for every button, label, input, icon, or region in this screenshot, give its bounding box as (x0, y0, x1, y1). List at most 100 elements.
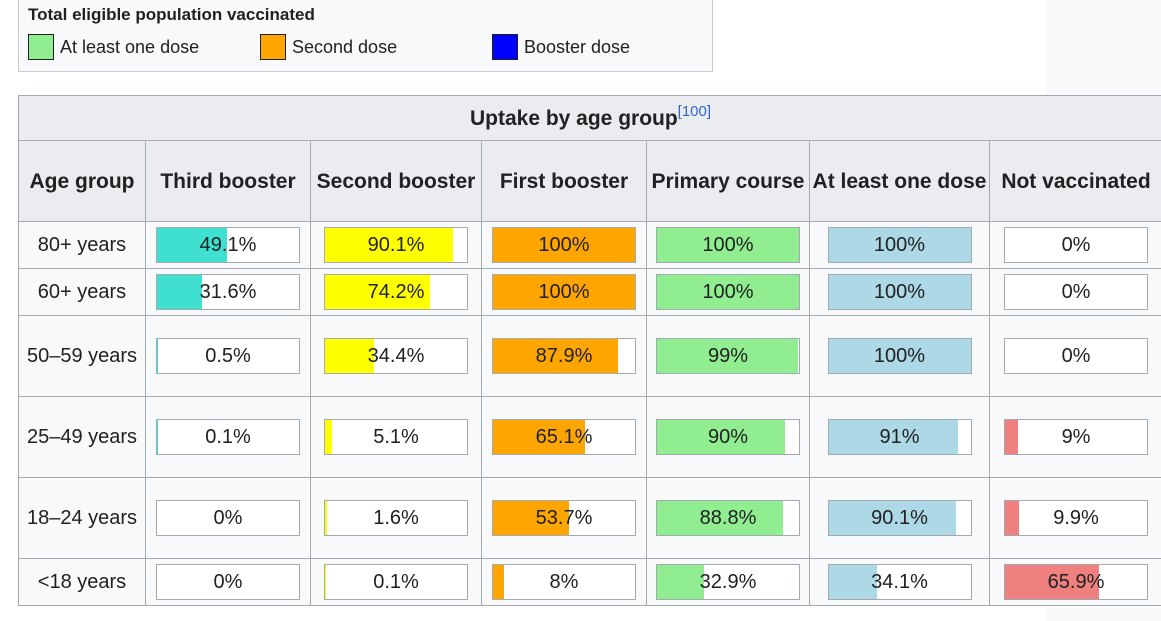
legend-label: Booster dose (524, 36, 631, 57)
percentage-cell: 90.1% (310, 221, 482, 269)
percentage-bar: 0.5% (156, 338, 300, 374)
percentage-cell: 0.1% (310, 558, 482, 606)
percentage-value: 32.9% (699, 571, 757, 593)
percentage-cell: 31.6% (145, 268, 311, 316)
percentage-bar: 0% (156, 564, 300, 600)
percentage-value: 88.8% (699, 507, 757, 529)
percentage-bar: 0% (156, 500, 300, 536)
percentage-value: 100% (702, 281, 754, 303)
percentage-value: 5.1% (373, 426, 419, 448)
bar-fill (157, 228, 227, 262)
percentage-value: 100% (538, 234, 590, 256)
percentage-cell: 32.9% (646, 558, 810, 606)
percentage-bar: 49.1% (156, 227, 300, 263)
percentage-bar: 90% (656, 419, 800, 455)
percentage-bar: 90.1% (324, 227, 468, 263)
percentage-cell: 34.1% (809, 558, 990, 606)
percentage-bar: 0% (1004, 227, 1149, 263)
bar-fill (657, 565, 704, 599)
column-header: Not vaccinated (988, 140, 1161, 222)
legend-swatch-blue (492, 34, 518, 60)
percentage-value: 74.2% (367, 281, 425, 303)
percentage-cell: 34.4% (310, 315, 482, 397)
percentage-value: 0% (1061, 234, 1091, 256)
percentage-bar: 87.9% (492, 338, 636, 374)
percentage-bar: 34.4% (324, 338, 468, 374)
percentage-value: 100% (873, 345, 926, 367)
percentage-bar: 31.6% (156, 274, 300, 310)
table-body: 80+ years 49.1% 90.1% 100% 100% 100% 0% 60+ yea… (18, 221, 1161, 606)
percentage-bar: 8% (492, 564, 636, 600)
percentage-cell: 0% (145, 477, 311, 559)
header-row: Age group Third booster Second booster Firs… (18, 140, 1161, 222)
percentage-bar: 0.1% (324, 564, 468, 600)
percentage-bar: 0.1% (156, 419, 300, 455)
table-row: 25–49 years 0.1% 5.1% 65.1% 90% 91% 9% (18, 396, 1161, 478)
percentage-value: 90.1% (367, 234, 425, 256)
percentage-bar: 91% (827, 419, 972, 455)
uptake-table: Uptake by age group[100] Age group Third … (17, 95, 1161, 606)
percentage-cell: 88.8% (646, 477, 810, 559)
percentage-cell: 100% (646, 268, 810, 316)
percentage-cell: 1.6% (310, 477, 482, 559)
column-header: First booster (481, 140, 647, 222)
bar-fill (493, 339, 618, 373)
percentage-cell: 49.1% (145, 221, 311, 269)
table-caption: Uptake by age group[100] (17, 95, 1161, 141)
percentage-cell: 0.5% (145, 315, 311, 397)
percentage-cell: 0% (988, 315, 1161, 397)
bar-fill (828, 275, 971, 309)
percentage-bar: 1.6% (324, 500, 468, 536)
percentage-bar: 74.2% (324, 274, 468, 310)
percentage-cell: 53.7% (481, 477, 647, 559)
percentage-cell: 100% (809, 315, 990, 397)
percentage-value: 87.9% (535, 345, 593, 367)
bar-fill (1005, 420, 1018, 454)
column-header: Third booster (145, 140, 311, 222)
percentage-cell: 90% (646, 396, 810, 478)
age-group-cell: 50–59 years (18, 315, 146, 397)
percentage-cell: 100% (481, 268, 647, 316)
percentage-value: 34.4% (367, 345, 425, 367)
percentage-bar: 90.1% (827, 500, 972, 536)
bar-fill (657, 275, 799, 309)
percentage-value: 65.1% (535, 426, 593, 448)
percentage-value: 0% (213, 571, 243, 593)
percentage-cell: 65.1% (481, 396, 647, 478)
legend-label: Second dose (292, 36, 398, 57)
percentage-value: 31.6% (199, 281, 257, 303)
percentage-cell: 8% (481, 558, 647, 606)
bar-fill (493, 275, 635, 309)
percentage-cell: 74.2% (310, 268, 482, 316)
age-group-cell: 18–24 years (18, 477, 146, 559)
percentage-cell: 90.1% (809, 477, 990, 559)
percentage-bar: 100% (827, 274, 972, 310)
percentage-bar: 5.1% (324, 419, 468, 455)
percentage-bar: 88.8% (656, 500, 800, 536)
percentage-bar: 32.9% (656, 564, 800, 600)
legend-item-second-dose: Second dose (260, 33, 397, 61)
percentage-bar: 100% (827, 227, 972, 263)
citation-link[interactable]: [100] (677, 102, 712, 120)
percentage-cell: 9.9% (988, 477, 1161, 559)
percentage-value: 0% (1061, 345, 1091, 367)
bar-fill (1005, 501, 1020, 535)
column-header: Age group (18, 140, 146, 222)
table-row: <18 years 0% 0.1% 8% 32.9% 34.1% 65.9% (18, 558, 1161, 606)
bar-fill (657, 420, 785, 454)
bar-fill (325, 339, 374, 373)
percentage-value: 53.7% (535, 507, 593, 529)
percentage-cell: 87.9% (481, 315, 647, 397)
percentage-cell: 100% (646, 221, 810, 269)
legend-swatch-orange (260, 34, 286, 60)
percentage-cell: 91% (809, 396, 990, 478)
bar-fill (828, 565, 877, 599)
table-row: 50–59 years 0.5% 34.4% 87.9% 99% 100% 0% (18, 315, 1161, 397)
percentage-value: 100% (702, 234, 754, 256)
bar-fill (325, 420, 333, 454)
percentage-value: 0.1% (373, 571, 419, 593)
percentage-bar: 100% (492, 274, 636, 310)
bar-fill (325, 228, 453, 262)
age-group-cell: 80+ years (18, 221, 146, 269)
percentage-cell: 0% (988, 268, 1161, 316)
